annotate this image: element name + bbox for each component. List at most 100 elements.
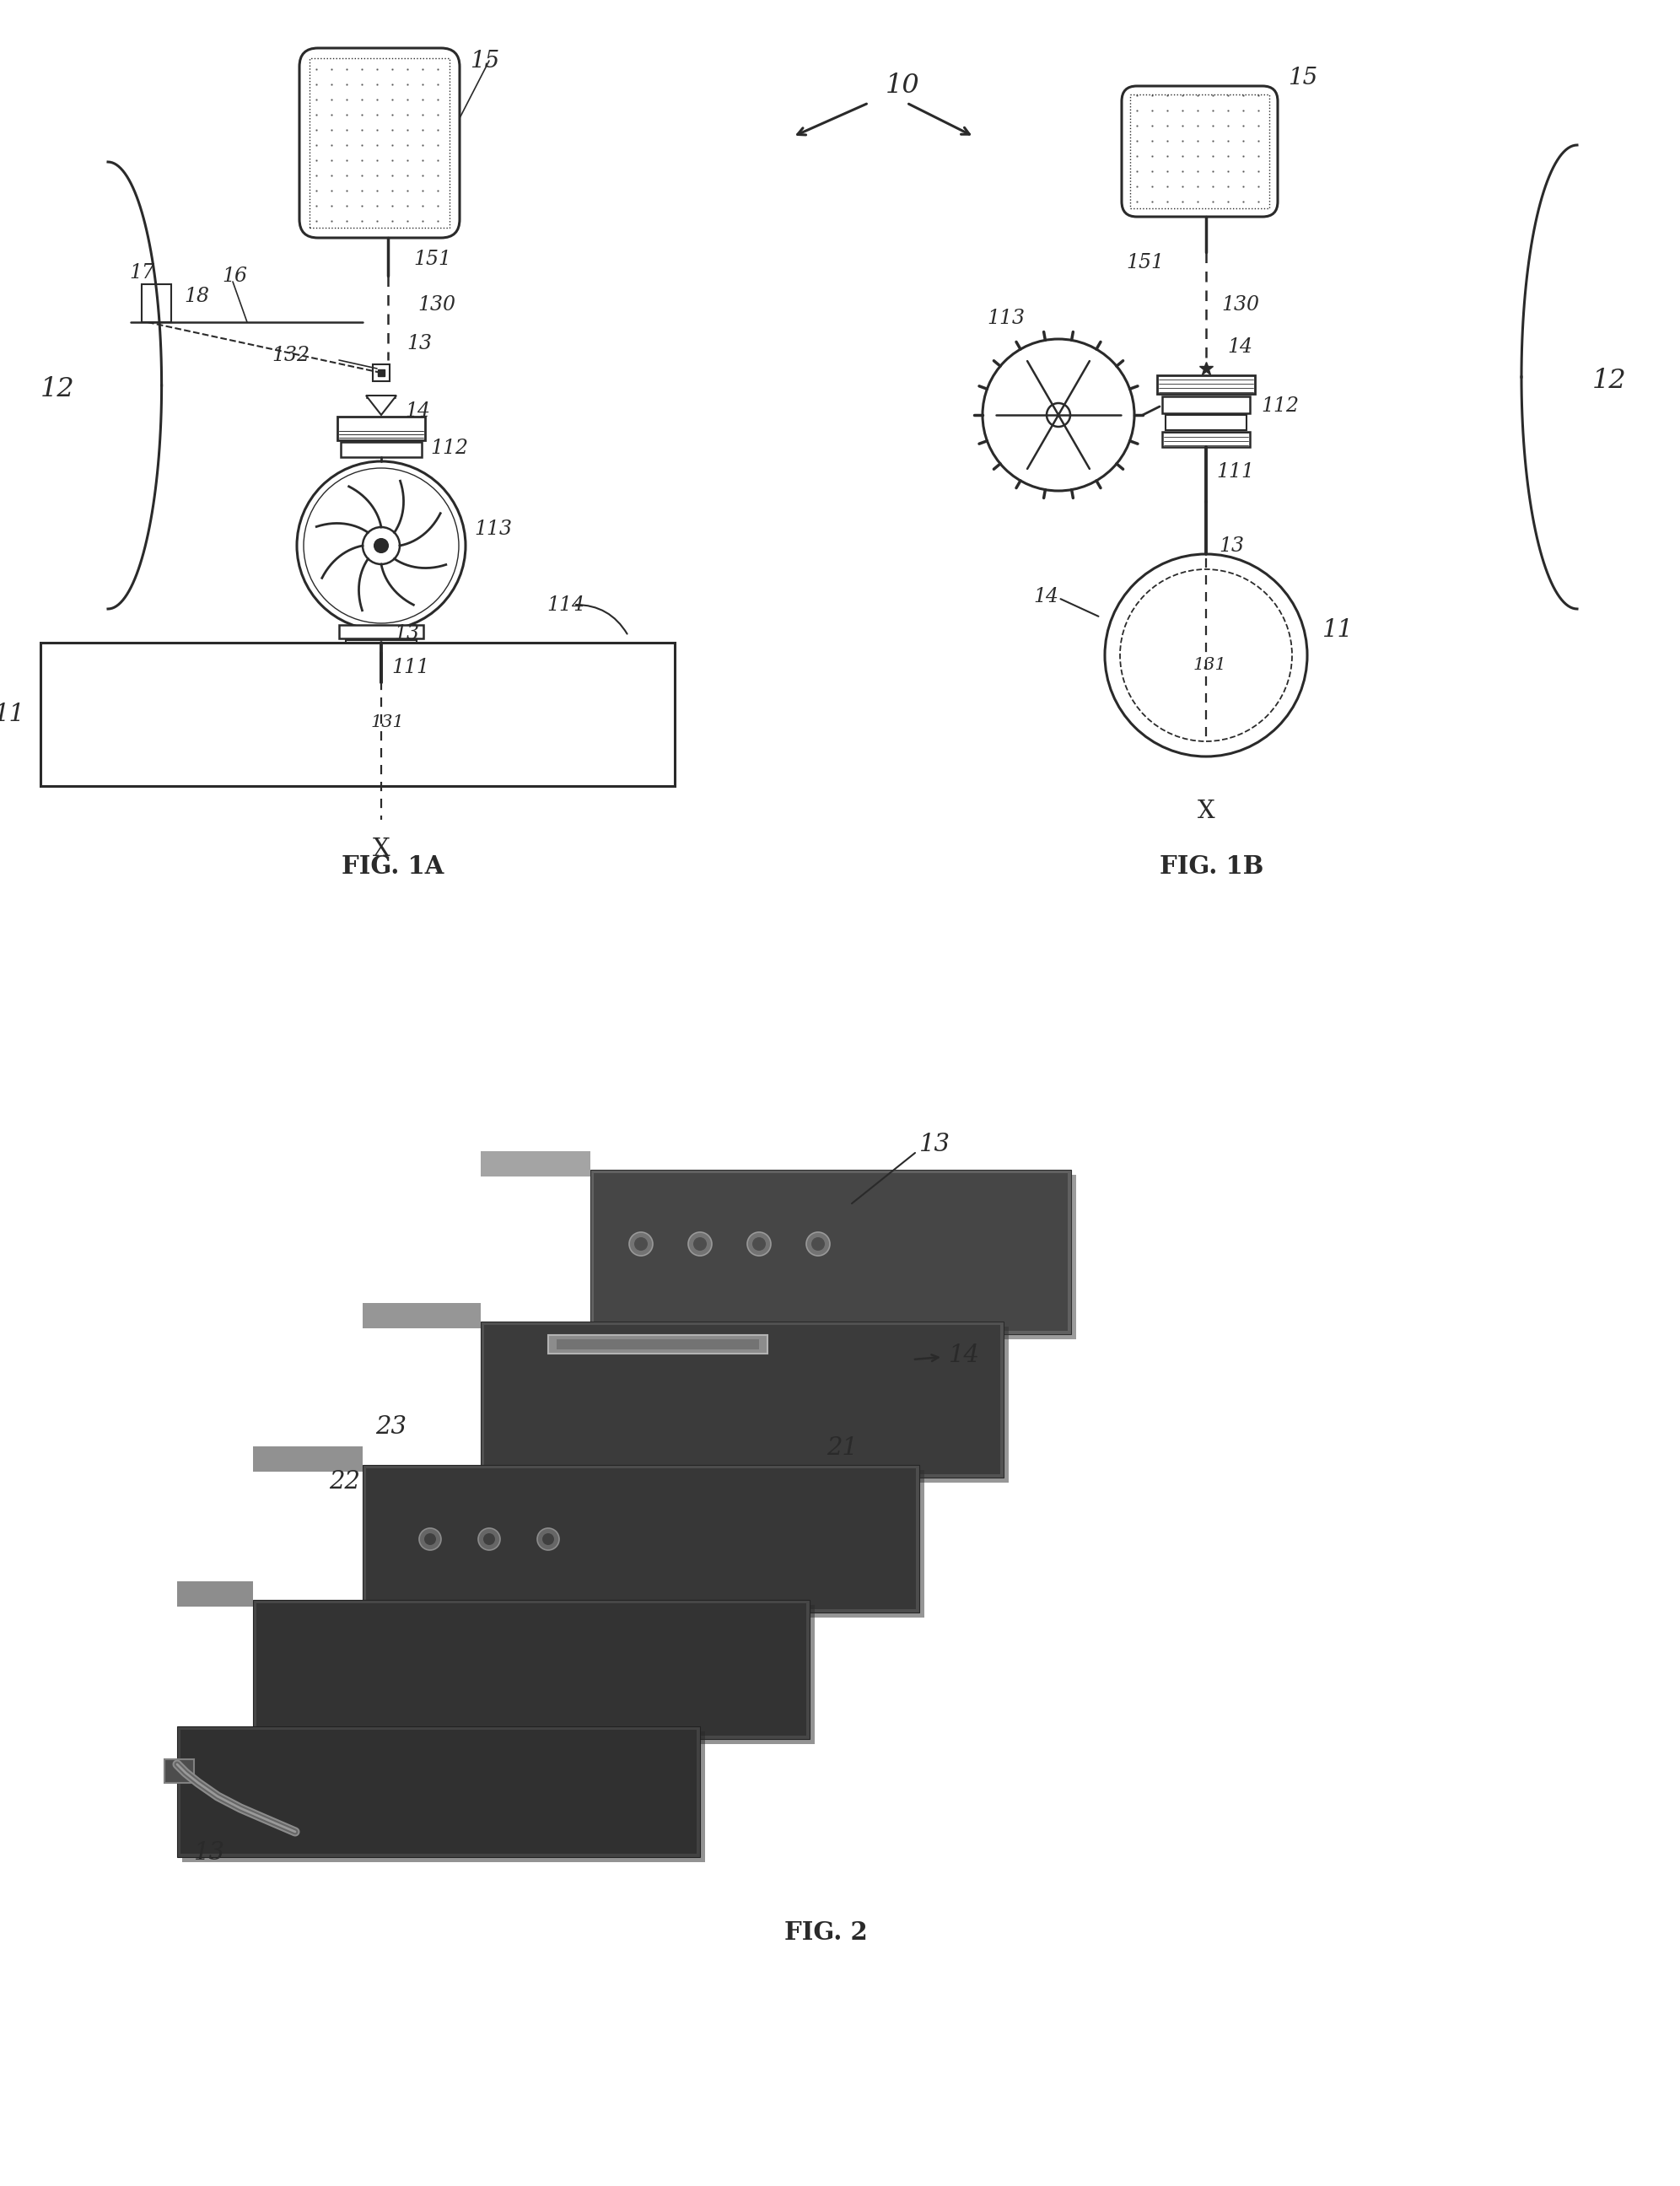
Circle shape — [811, 1237, 825, 1250]
Text: 11: 11 — [1322, 619, 1354, 643]
Text: 113: 113 — [986, 308, 1025, 328]
Bar — [556, 1340, 759, 1349]
Bar — [181, 1731, 706, 1862]
Bar — [1158, 376, 1255, 393]
Bar — [176, 1727, 701, 1858]
Circle shape — [628, 1233, 654, 1255]
Text: 111: 111 — [391, 658, 430, 678]
Circle shape — [806, 1233, 830, 1255]
Text: FIG. 1A: FIG. 1A — [341, 855, 444, 879]
Bar — [484, 1325, 1000, 1473]
Circle shape — [363, 527, 400, 564]
Circle shape — [635, 1237, 648, 1250]
Text: 130: 130 — [1221, 295, 1258, 315]
Text: 114: 114 — [546, 595, 585, 614]
Circle shape — [538, 1528, 559, 1550]
Bar — [486, 1327, 1008, 1482]
Text: 17: 17 — [129, 265, 155, 282]
Bar — [363, 1465, 919, 1613]
Bar — [141, 284, 171, 321]
Text: 13: 13 — [193, 1841, 225, 1865]
Text: 22: 22 — [329, 1469, 360, 1493]
Circle shape — [543, 1532, 554, 1546]
Text: FIG. 1B: FIG. 1B — [1159, 855, 1263, 879]
Text: 16: 16 — [222, 267, 247, 286]
Bar — [593, 1174, 1068, 1331]
Circle shape — [689, 1233, 712, 1255]
Circle shape — [375, 540, 388, 553]
Bar — [1131, 94, 1270, 208]
Text: 131: 131 — [1193, 658, 1226, 673]
Polygon shape — [366, 396, 396, 415]
Bar — [338, 418, 425, 439]
Circle shape — [484, 1532, 496, 1546]
Text: 112: 112 — [430, 439, 469, 459]
Text: 18: 18 — [183, 286, 208, 306]
Bar — [309, 59, 450, 227]
FancyBboxPatch shape — [1122, 85, 1278, 216]
Text: 21: 21 — [827, 1436, 858, 1460]
Text: 11: 11 — [0, 702, 25, 726]
Text: X: X — [1198, 800, 1215, 824]
Text: 111: 111 — [1216, 463, 1253, 481]
Text: 15: 15 — [1289, 66, 1317, 90]
Bar — [1163, 433, 1250, 446]
Bar — [590, 1170, 1072, 1333]
Bar — [254, 1447, 363, 1471]
Bar — [165, 1760, 193, 1784]
Circle shape — [1105, 553, 1307, 756]
Bar — [368, 1469, 924, 1618]
Bar — [595, 1174, 1077, 1340]
Bar — [176, 1580, 254, 1607]
Text: 14: 14 — [405, 400, 430, 420]
Text: 130: 130 — [417, 295, 455, 315]
Bar — [1163, 396, 1250, 413]
Text: 14: 14 — [1033, 586, 1058, 606]
Text: 132: 132 — [272, 345, 309, 365]
Text: 15: 15 — [470, 50, 499, 72]
Text: 10: 10 — [885, 72, 921, 98]
Bar — [257, 1602, 806, 1736]
Circle shape — [753, 1237, 766, 1250]
Bar — [40, 643, 675, 787]
Text: 13: 13 — [393, 625, 418, 645]
Bar — [480, 1152, 590, 1176]
Bar — [339, 625, 423, 638]
Text: 151: 151 — [413, 249, 452, 269]
Circle shape — [694, 1237, 707, 1250]
Circle shape — [479, 1528, 501, 1550]
FancyBboxPatch shape — [299, 48, 460, 238]
Circle shape — [983, 339, 1134, 492]
Circle shape — [418, 1528, 442, 1550]
Bar — [363, 1303, 480, 1329]
Text: 13: 13 — [919, 1132, 951, 1156]
Text: 112: 112 — [1262, 398, 1299, 415]
Text: FIG. 2: FIG. 2 — [785, 1921, 867, 1946]
Text: 13: 13 — [407, 334, 432, 352]
Text: 14: 14 — [949, 1344, 979, 1366]
Text: 14: 14 — [1226, 339, 1252, 356]
Text: 23: 23 — [375, 1414, 407, 1438]
Text: 12: 12 — [40, 376, 76, 402]
Text: 151: 151 — [1126, 254, 1164, 273]
Bar — [548, 1336, 768, 1353]
Bar — [259, 1605, 815, 1744]
Text: X: X — [373, 837, 390, 861]
Bar — [480, 1323, 1003, 1478]
Bar — [346, 640, 417, 654]
Bar — [341, 442, 422, 457]
Bar — [180, 1729, 697, 1854]
Text: 113: 113 — [474, 518, 512, 538]
Bar — [366, 1469, 916, 1609]
Circle shape — [1047, 402, 1070, 426]
Circle shape — [297, 461, 465, 630]
Text: 131: 131 — [371, 715, 405, 730]
Bar — [254, 1600, 810, 1740]
Text: 12: 12 — [1593, 367, 1626, 393]
Text: 13: 13 — [1218, 536, 1243, 555]
Circle shape — [425, 1532, 437, 1546]
Circle shape — [1121, 568, 1292, 741]
Bar — [373, 365, 390, 380]
Circle shape — [748, 1233, 771, 1255]
Bar — [1166, 415, 1247, 431]
